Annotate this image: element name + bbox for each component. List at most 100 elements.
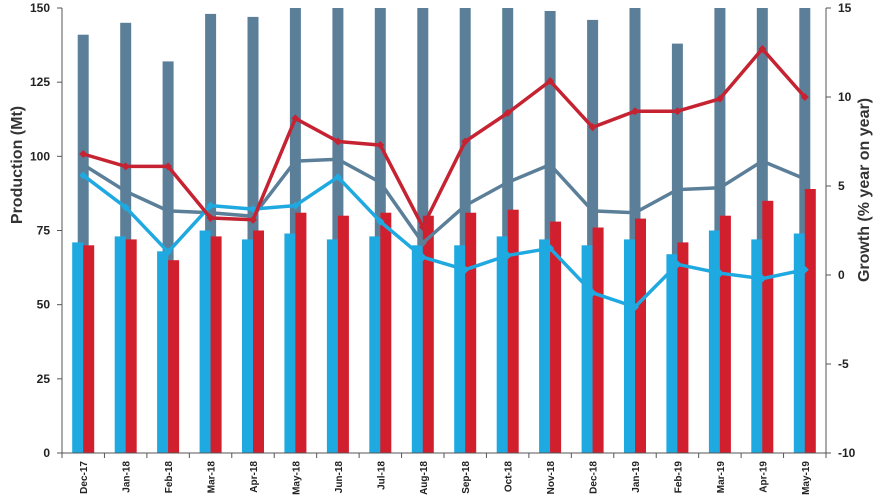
line-series-2-point-6 — [333, 173, 342, 182]
line-series-3 — [81, 47, 807, 229]
line-series-1-point-6 — [333, 155, 342, 164]
line-series-3-point-0 — [79, 149, 88, 158]
x-tick-label: Feb-19 — [673, 461, 684, 494]
line-series-1-point-1 — [121, 187, 130, 196]
line-series-1-point-16 — [758, 157, 767, 166]
x-tick-label: Apr-18 — [249, 461, 260, 493]
line-series-3-point-1 — [121, 162, 130, 171]
line-series-2 — [81, 173, 807, 309]
bar-series-3-17 — [804, 189, 816, 453]
bar-series-3-11 — [550, 221, 562, 453]
bar-series-3-10 — [507, 209, 519, 453]
line-series-2-point-9 — [461, 265, 470, 274]
line-series-1-point-13 — [631, 208, 639, 217]
y-tick-label: 25 — [37, 372, 51, 386]
y2-tick-label: 0 — [838, 268, 845, 282]
bar-series-3-15 — [719, 215, 731, 453]
line-series-1-point-9 — [461, 201, 470, 210]
bar-series-3-1 — [125, 239, 137, 453]
line-series-2-point-17 — [800, 265, 809, 274]
y2-tick-label: -10 — [838, 446, 856, 460]
line-series-1-point-8 — [418, 238, 427, 247]
line-series-2-point-7 — [376, 217, 385, 226]
bar-series-2-17 — [793, 233, 805, 453]
line-series-3-point-6 — [333, 137, 342, 146]
x-tick-label: Mar-19 — [716, 461, 727, 494]
line-series-1-point-0 — [79, 160, 88, 169]
line-series-3-point-16 — [758, 44, 767, 53]
x-tick-label: Aug-18 — [419, 461, 430, 495]
line-series-1-point-2 — [164, 206, 173, 215]
bar-series-3-0 — [83, 245, 95, 453]
axes-layer: 0 25 50 75 100 125 150 -10 -5 0 5 10 15 Dec-17 Jan-18 F… — [30, 1, 856, 495]
bar-series-2-5 — [284, 233, 296, 453]
line-series-2-point-5 — [291, 201, 300, 210]
bar-series-3-14 — [677, 242, 689, 453]
y-tick-label: 150 — [30, 1, 50, 15]
x-tick-label: Jul-18 — [376, 461, 387, 490]
bar-series-3-4 — [253, 230, 264, 453]
line-series-3-point-4 — [249, 215, 257, 224]
line-series-2-point-11 — [546, 244, 555, 253]
line-series-3-point-15 — [715, 94, 724, 103]
bar-series-3-5 — [295, 212, 307, 453]
x-tick-label: Feb-18 — [164, 461, 175, 494]
line-series-3-point-9 — [461, 137, 470, 146]
bar-series-2-2 — [157, 251, 169, 453]
line-series-2-point-10 — [503, 251, 512, 260]
y2-axis-title: Growth (% year on year) — [856, 98, 873, 282]
bar-series-2-11 — [539, 239, 551, 453]
bar-series-3-12 — [592, 227, 604, 453]
bar-series-2-8 — [411, 245, 423, 453]
line-series-2-point-16 — [758, 274, 767, 283]
x-tick-label: Jan-19 — [631, 461, 642, 493]
bar-layer — [72, 8, 816, 454]
bar-series-2-14 — [666, 254, 678, 453]
line-series-3-point-14 — [673, 107, 682, 116]
line-series-1-point-11 — [546, 160, 555, 169]
bar-series-3-16 — [762, 200, 774, 453]
bar-series-2-15 — [708, 230, 720, 453]
bar-series-2-12 — [581, 245, 593, 453]
bar-series-2-1 — [114, 236, 126, 453]
line-series-3-point-10 — [503, 109, 512, 118]
line-series-3-point-5 — [291, 114, 300, 123]
x-tick-label: Sep-18 — [461, 461, 472, 494]
line-series-3-point-11 — [546, 76, 555, 85]
line-series-1-point-17 — [800, 174, 809, 183]
line-series-1-point-10 — [503, 178, 512, 187]
line-series-3-point-17 — [800, 93, 809, 101]
y2-tick-label: 5 — [838, 179, 845, 193]
y-axis-title: Production (Mt) — [9, 106, 26, 224]
line-series-2-point-0 — [79, 171, 88, 180]
bar-series-3-3 — [210, 236, 222, 453]
line-series-1-point-7 — [376, 178, 385, 187]
line-series-2-point-14 — [673, 260, 682, 269]
line-series-2-point-15 — [715, 269, 724, 278]
line-series-3-point-13 — [631, 107, 639, 116]
line-series-2-point-1 — [121, 203, 130, 212]
line-series-2-point-3 — [206, 201, 215, 210]
x-tick-label: Dec-18 — [589, 461, 600, 494]
y-tick-label: 100 — [30, 149, 50, 163]
x-tick-label: May-18 — [291, 461, 302, 495]
line-series-3-point-2 — [164, 162, 173, 171]
bar-series-2-16 — [751, 239, 763, 453]
line-series-2-point-8 — [418, 253, 427, 262]
bar-series-3-9 — [465, 212, 477, 453]
line-series-3-point-8 — [418, 222, 427, 231]
bar-series-3-8 — [422, 215, 434, 453]
x-tick-label: Oct-18 — [504, 461, 515, 493]
line-layer — [79, 44, 809, 312]
bar-series-3-2 — [168, 260, 180, 453]
y2-tick-label: 10 — [838, 90, 852, 104]
x-tick-label: Apr-19 — [758, 461, 769, 493]
line-series-2-point-13 — [631, 303, 639, 312]
x-tick-label: Jun-18 — [334, 461, 345, 494]
y-tick-label: 50 — [37, 298, 51, 312]
line-series-3-point-7 — [376, 141, 385, 150]
line-series-1 — [81, 157, 807, 245]
x-tick-label: Nov-18 — [546, 461, 557, 495]
bar-series-2-0 — [72, 242, 84, 453]
y-tick-label: 75 — [37, 224, 51, 238]
